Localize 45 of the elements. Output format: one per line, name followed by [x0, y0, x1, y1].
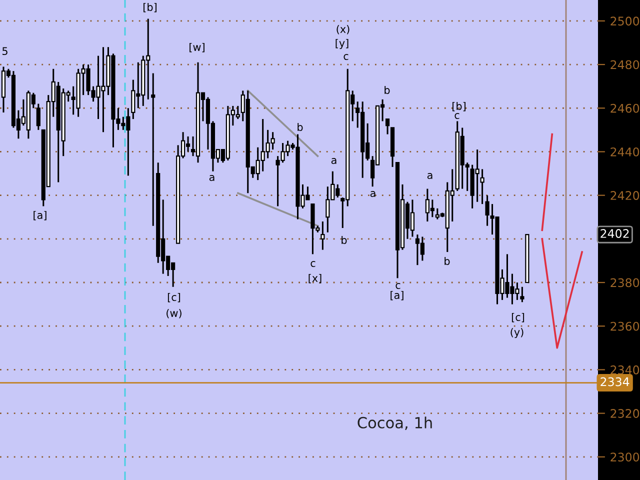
y-tick-label: 2500: [610, 16, 640, 26]
candlestick: [151, 72, 156, 227]
annotation: c: [454, 113, 460, 120]
annotation: (w): [166, 308, 182, 318]
annotation: b: [342, 236, 347, 244]
annotation: c: [310, 261, 316, 268]
text: Cocoa, 1h: [358, 416, 432, 430]
annotation: [a]: [390, 290, 404, 300]
annotation: b: [444, 256, 450, 266]
annotation: b: [384, 86, 390, 94]
annotation: [c]: [512, 312, 524, 322]
annotation: [a]: [34, 210, 46, 220]
annotation: [w]: [190, 42, 204, 52]
annotation: a: [331, 158, 336, 164]
y-tick-label: 2420: [610, 191, 640, 200]
annotation: a: [209, 175, 214, 182]
annotation: [b]: [144, 2, 156, 12]
candlestick: [36, 102, 40, 131]
y-tick-label: 2300: [610, 452, 640, 462]
y-tick-label: 2380: [610, 278, 640, 288]
annotation: (x): [336, 24, 350, 34]
annotation: [b]: [452, 102, 466, 112]
y-tick-label: 2460: [610, 104, 640, 113]
candlestick: [485, 194, 490, 227]
y-tick-label: 2340: [610, 365, 640, 374]
candlestick: [520, 286, 524, 303]
y-tick-label: 2320: [610, 409, 640, 418]
candlestick: [480, 168, 484, 205]
ref-line-label: 2334: [600, 377, 630, 386]
annotation: [c]: [168, 292, 180, 302]
annotation: c: [344, 54, 348, 60]
annotation: [y]: [336, 38, 348, 50]
annotation: a: [370, 191, 376, 198]
annotation: [x]: [308, 274, 322, 284]
candlestick: [385, 118, 390, 136]
annotation: 2402: [600, 229, 629, 238]
annotation: b: [298, 122, 303, 132]
candlestick: [320, 220, 325, 251]
y-tick-label: 2480: [610, 60, 640, 70]
annotation: a: [427, 173, 432, 180]
y-tick-label: 2360: [610, 322, 640, 331]
annotation: 5: [2, 47, 8, 56]
y-tick-label: 2440: [610, 147, 640, 156]
annotation: c: [396, 283, 400, 290]
annotation: (y): [510, 328, 524, 338]
